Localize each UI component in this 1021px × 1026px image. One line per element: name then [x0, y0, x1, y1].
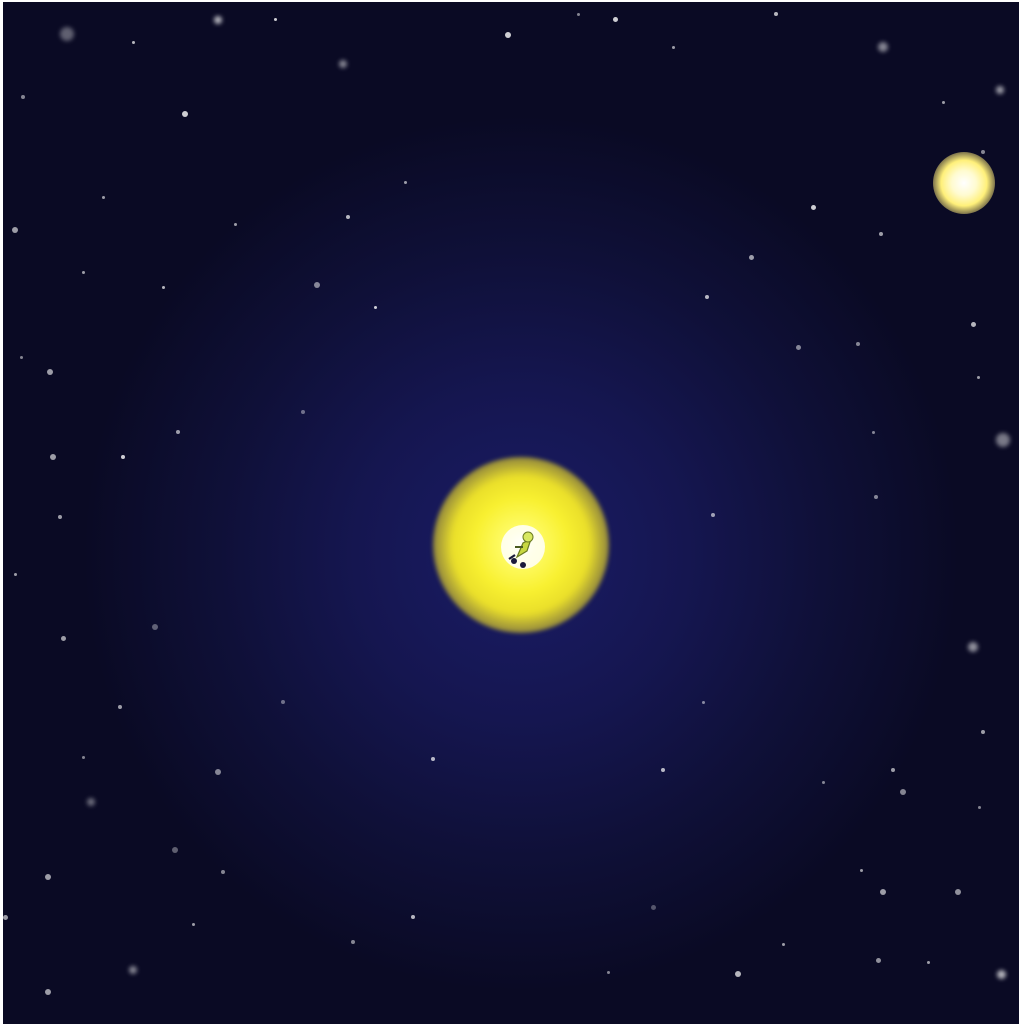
- star: [214, 16, 222, 24]
- star: [711, 513, 715, 517]
- star: [650, 904, 656, 910]
- star: [955, 889, 961, 895]
- star: [351, 940, 355, 944]
- star: [981, 150, 985, 154]
- star: [346, 215, 350, 219]
- star: [301, 410, 305, 414]
- star: [606, 970, 610, 974]
- star: [13, 572, 17, 576]
- star: [81, 755, 85, 759]
- star: [661, 768, 665, 772]
- star: [871, 430, 875, 434]
- player-character-icon[interactable]: [493, 517, 553, 577]
- star: [191, 922, 195, 926]
- star: [81, 270, 85, 274]
- star: [856, 342, 860, 346]
- star: [339, 60, 347, 68]
- star: [3, 914, 8, 920]
- star: [21, 95, 25, 99]
- star: [821, 780, 825, 784]
- star: [941, 100, 945, 104]
- star: [891, 768, 895, 772]
- star: [970, 321, 976, 327]
- star: [612, 16, 618, 22]
- star: [182, 111, 188, 117]
- star: [926, 960, 930, 964]
- star: [859, 868, 863, 872]
- star: [705, 295, 709, 299]
- star: [19, 355, 23, 359]
- star: [221, 870, 225, 874]
- starfield: [3, 2, 1019, 1024]
- star: [996, 433, 1010, 447]
- star: [87, 798, 95, 806]
- star: [878, 42, 888, 52]
- star: [411, 915, 415, 919]
- star: [60, 635, 66, 641]
- star: [810, 204, 816, 210]
- star: [701, 700, 705, 704]
- star: [981, 730, 985, 734]
- star: [373, 305, 377, 309]
- star: [131, 40, 135, 44]
- star: [671, 45, 675, 49]
- star: [576, 12, 580, 16]
- star: [172, 847, 178, 853]
- star: [161, 285, 165, 289]
- star: [996, 969, 1006, 979]
- star: [403, 180, 407, 184]
- star: [215, 769, 221, 775]
- star: [431, 757, 435, 761]
- star: [977, 805, 981, 809]
- star: [314, 282, 320, 288]
- star: [12, 227, 18, 233]
- star: [58, 515, 62, 519]
- star: [50, 454, 56, 460]
- star: [152, 624, 158, 630]
- star: [281, 700, 285, 704]
- star: [45, 989, 51, 995]
- star: [874, 495, 878, 499]
- star: [774, 12, 778, 16]
- star: [900, 789, 906, 795]
- star: [968, 642, 978, 652]
- star: [273, 17, 277, 21]
- game-viewport[interactable]: [3, 2, 1019, 1024]
- star: [795, 344, 801, 350]
- star: [60, 27, 74, 41]
- star: [748, 254, 754, 260]
- star: [875, 957, 881, 963]
- star: [880, 889, 886, 895]
- star: [121, 455, 125, 459]
- star: [45, 874, 51, 880]
- star: [879, 232, 883, 236]
- star: [735, 971, 741, 977]
- star: [129, 966, 137, 974]
- star: [176, 430, 180, 434]
- star: [505, 32, 511, 38]
- star: [996, 86, 1004, 94]
- star: [47, 369, 53, 375]
- collectible-orb[interactable]: [933, 152, 995, 214]
- star: [101, 195, 105, 199]
- star: [118, 705, 122, 709]
- star: [233, 222, 237, 226]
- star: [781, 942, 785, 946]
- star: [976, 375, 980, 379]
